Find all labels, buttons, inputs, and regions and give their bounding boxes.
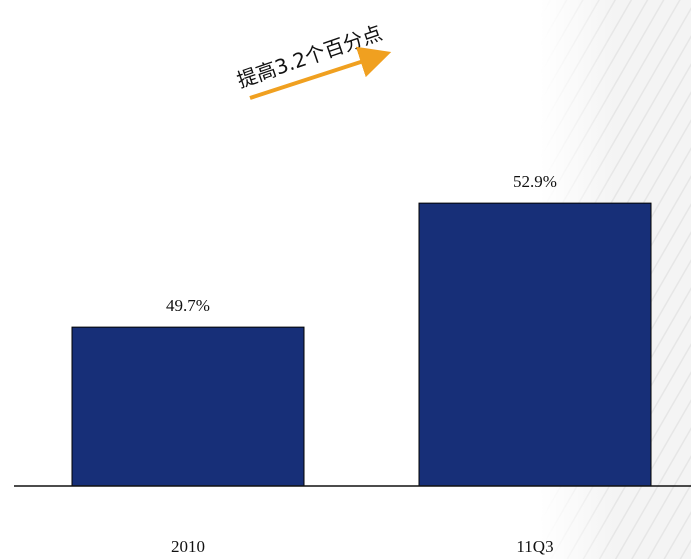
x-tick-label: 11Q3 [516,537,553,556]
bar [71,326,305,487]
annotation: 提高3.2个百分点 [234,21,385,93]
bar [418,202,652,487]
value-label: 49.7% [166,296,210,315]
x-tick-label: 2010 [171,537,205,556]
value-label: 52.9% [513,172,557,191]
annotation-group: 提高3.2个百分点 [234,21,385,93]
annotation-arrow [249,46,392,100]
